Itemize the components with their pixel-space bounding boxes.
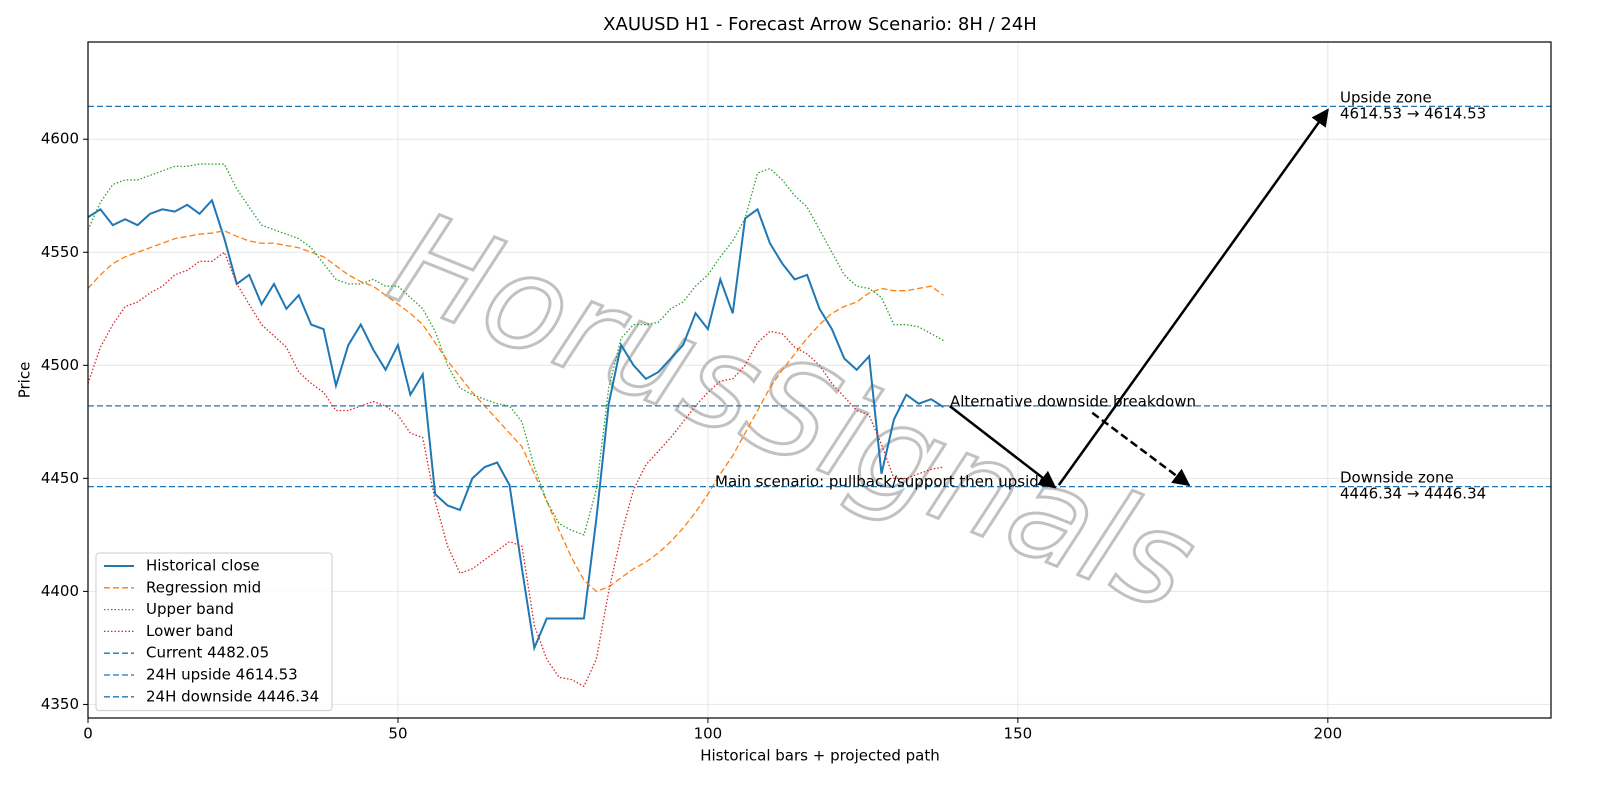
y-tick-label: 4400: [41, 582, 79, 600]
legend-label: Lower band: [146, 622, 233, 640]
annotation: Alternative downside breakdown: [950, 393, 1196, 411]
legend-box: [95, 552, 333, 712]
legend-label: Upper band: [146, 600, 234, 618]
annotation: Downside zone: [1340, 469, 1454, 487]
y-axis-label: Price: [16, 362, 34, 399]
chart-title: XAUUSD H1 - Forecast Arrow Scenario: 8H …: [603, 14, 1037, 35]
legend-label: Regression mid: [146, 578, 261, 596]
watermark: HorusSignals: [372, 182, 1215, 641]
x-axis-label: Historical bars + projected path: [700, 747, 940, 765]
legend-label: 24H upside 4614.53: [146, 666, 298, 684]
legend-label: 24H downside 4446.34: [146, 687, 319, 705]
forecast-arrow: [948, 405, 1057, 489]
y-tick-label: 4550: [41, 243, 79, 261]
annotation: 4614.53 → 4614.53: [1340, 105, 1486, 123]
series-line: [88, 198, 945, 652]
plot-area: [88, 105, 1551, 688]
x-tick-label: 50: [388, 725, 407, 743]
legend-label: Historical close: [146, 557, 260, 575]
annotation: Upside zone: [1340, 89, 1432, 107]
x-tick-label: 100: [694, 725, 723, 743]
y-tick-label: 4600: [41, 130, 79, 148]
series-line: [88, 230, 944, 593]
x-tick-label: 200: [1314, 725, 1343, 743]
x-tick-label: 150: [1004, 725, 1033, 743]
forecast-arrow: [1057, 108, 1329, 486]
y-tick-label: 4500: [41, 356, 79, 374]
plot-frame: [87, 41, 1552, 719]
y-tick-label: 4450: [41, 469, 79, 487]
forecast-arrow: [1091, 411, 1191, 487]
series-line: [88, 251, 944, 688]
legend: Historical close Regression mid Upper band…: [95, 552, 333, 712]
y-tick-label: 4350: [41, 695, 79, 713]
annotation: Main scenario: pullback/support then ups…: [715, 473, 1048, 491]
legend-label: Current 4482.05: [146, 644, 269, 662]
annotation: 4446.34 → 4446.34: [1340, 485, 1486, 503]
x-tick-label: 0: [83, 725, 93, 743]
